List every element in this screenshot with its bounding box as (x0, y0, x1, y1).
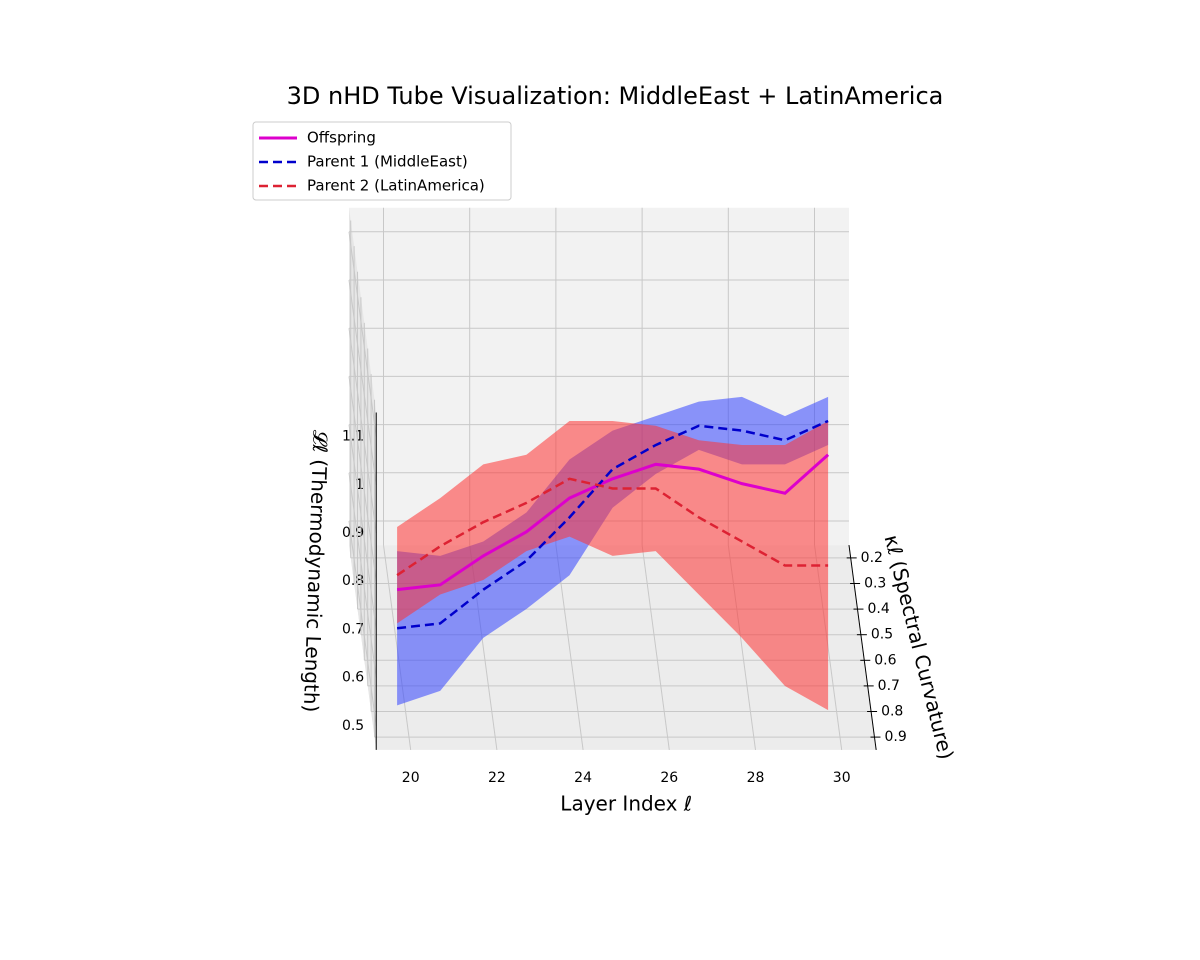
z-tick-label: 0.8 (342, 573, 364, 589)
y-tick-label: 0.5 (871, 627, 893, 643)
y-tick-label: 0.3 (864, 576, 886, 592)
x-tick-label: 22 (488, 770, 506, 786)
z-tick-label: 0.6 (342, 670, 364, 686)
legend-label: Parent 2 (LatinAmerica) (307, 177, 485, 195)
z-tick-label: 0.9 (342, 525, 364, 541)
x-tick-label: 20 (402, 770, 420, 786)
x-tick-label: 28 (747, 770, 765, 786)
y-tick-label: 0.9 (884, 729, 906, 745)
y-tick-label: 0.2 (861, 550, 883, 566)
grid-line (348, 279, 377, 485)
y-tick-label: 0.4 (867, 601, 889, 617)
series-line (396, 453, 830, 592)
y-tick-label: 0.8 (881, 704, 903, 720)
z-tick-label: 1 (355, 477, 364, 493)
z-axis-label: 𝓛ℓ (Thermodynamic Length) (299, 430, 333, 713)
y-tick-label: 0.7 (878, 678, 900, 694)
grid-line (348, 328, 377, 534)
z-tick-label: 1.1 (342, 429, 364, 445)
legend-box (252, 121, 512, 201)
grid-line (348, 231, 377, 437)
x-tick-label: 26 (660, 770, 678, 786)
chart-title: 3D nHD Tube Visualization: MiddleEast + … (287, 82, 944, 110)
axis-line (848, 545, 877, 750)
tube (397, 420, 829, 711)
grid-line (348, 424, 377, 630)
y-tick-label: 0.6 (874, 652, 896, 668)
y-axis-label: κℓ (Spectral Curvature) (880, 532, 959, 761)
grid-line (348, 376, 377, 582)
grid-line (348, 472, 377, 678)
legend-label: Parent 1 (MiddleEast) (307, 153, 468, 171)
z-tick-label: 0.5 (342, 718, 364, 734)
legend-label: Offspring (307, 129, 376, 147)
x-tick-label: 30 (833, 770, 851, 786)
legend: Offspring Parent 1 (MiddleEast) Parent 2 (… (252, 121, 512, 201)
series-line (396, 477, 829, 577)
grid-line (641, 545, 670, 750)
x-tick-label: 24 (574, 770, 592, 786)
z-tick-label: 0.7 (342, 621, 364, 637)
x-axis-label: Layer Index ℓ (560, 791, 692, 815)
grid-line (348, 520, 377, 726)
